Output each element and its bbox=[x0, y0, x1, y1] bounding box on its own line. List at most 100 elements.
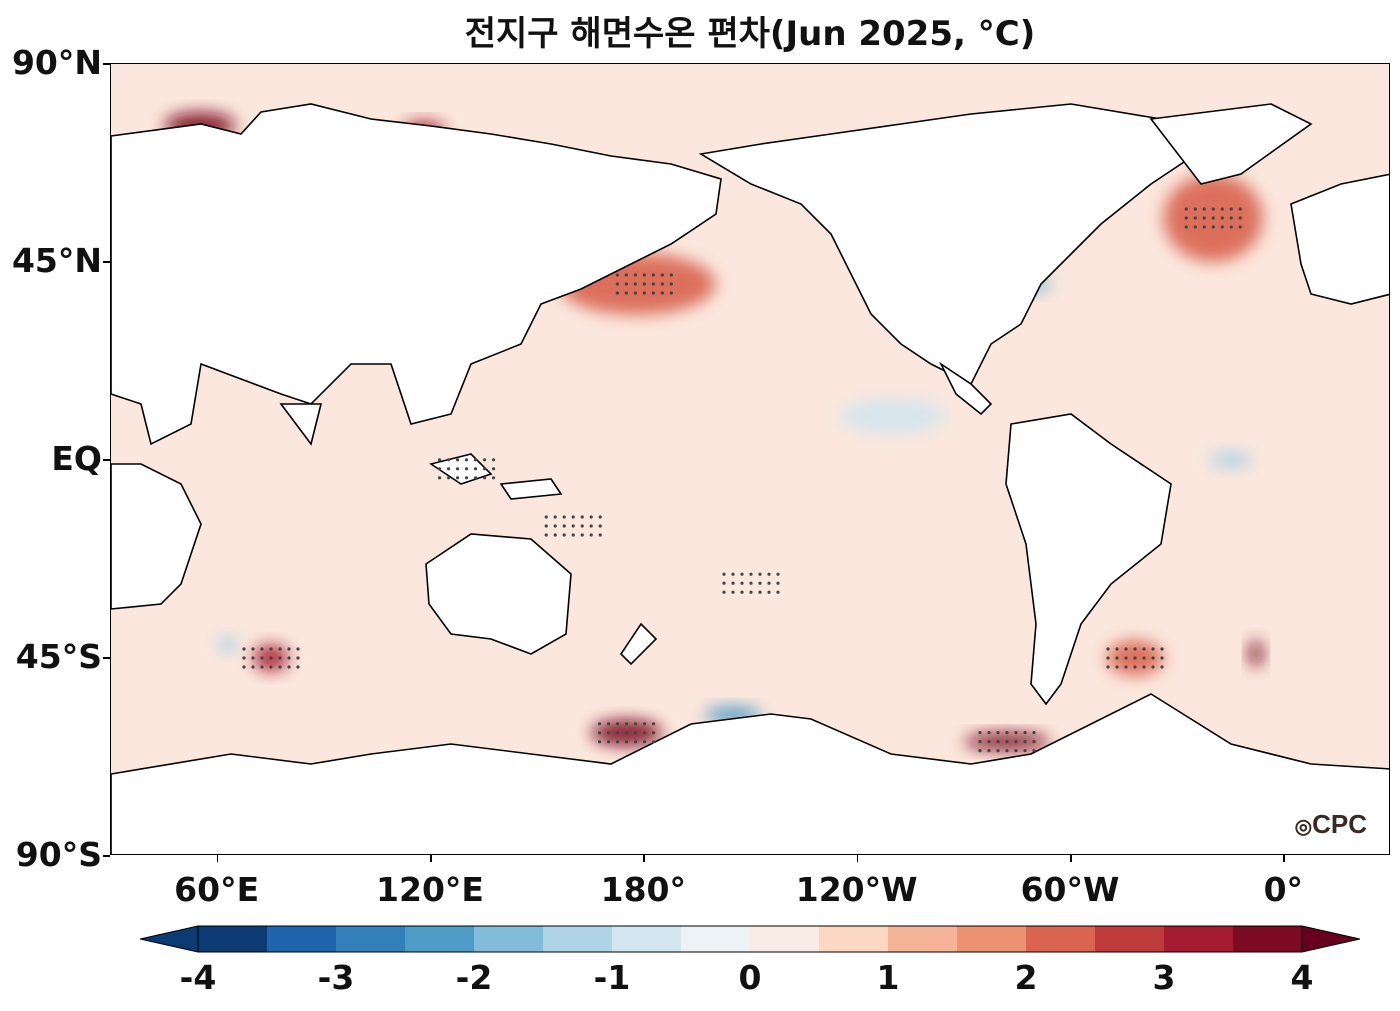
colorbar-segment bbox=[336, 926, 406, 952]
colorbar-tick-label: 0 bbox=[738, 958, 762, 997]
colorbar-segment bbox=[819, 926, 889, 952]
stipple-dot bbox=[615, 282, 619, 286]
stipple-dot bbox=[740, 581, 744, 585]
stipple-dot bbox=[1184, 207, 1188, 211]
stipple-dot bbox=[776, 581, 780, 585]
stipple-dot bbox=[731, 572, 735, 576]
stipple-dot bbox=[491, 467, 496, 471]
anomaly-region bbox=[1248, 640, 1263, 667]
stipple-dot bbox=[553, 524, 557, 528]
stipple-dot bbox=[996, 740, 1000, 744]
stipple-dot bbox=[571, 515, 575, 519]
stipple-dot bbox=[1202, 225, 1206, 229]
sst-anomaly-map: ◎CPC bbox=[110, 63, 1390, 855]
stipple-dot bbox=[1160, 647, 1164, 651]
y-tick-label: 90°S bbox=[15, 835, 102, 874]
stipple-dot bbox=[1106, 656, 1110, 660]
stipple-dot bbox=[278, 647, 282, 651]
stipple-dot bbox=[606, 731, 611, 735]
colorbar-segment bbox=[1095, 926, 1165, 952]
stipple-dot bbox=[296, 665, 300, 669]
stipple-dot bbox=[598, 515, 602, 519]
x-tick-label: 120°E bbox=[376, 870, 484, 909]
stipple-dot bbox=[473, 467, 478, 471]
stipple-dot bbox=[987, 731, 991, 735]
stipple-dot bbox=[296, 647, 300, 651]
stipple-dot bbox=[269, 656, 273, 660]
stipple-dot bbox=[651, 282, 655, 286]
stipple-dot bbox=[651, 740, 656, 744]
stipple-dot bbox=[633, 291, 637, 295]
stipple-dot bbox=[606, 722, 611, 726]
stipple-dot bbox=[1106, 647, 1110, 651]
stipple-dot bbox=[597, 740, 602, 744]
stipple-dot bbox=[269, 665, 273, 669]
stipple-dot bbox=[597, 722, 602, 726]
y-tick bbox=[103, 63, 110, 65]
stipple-dot bbox=[473, 458, 478, 462]
stipple-dot bbox=[615, 731, 620, 735]
stipple-dot bbox=[1202, 216, 1206, 220]
anomaly-region bbox=[839, 398, 947, 434]
y-tick-label: 45°N bbox=[11, 241, 102, 280]
stipple-dot bbox=[1211, 216, 1215, 220]
stipple-dot bbox=[242, 647, 246, 651]
stipple-dot bbox=[642, 731, 647, 735]
stipple-dot bbox=[1142, 647, 1146, 651]
stipple-dot bbox=[1115, 647, 1119, 651]
stipple-dot bbox=[615, 273, 619, 277]
y-tick bbox=[103, 459, 110, 461]
stipple-dot bbox=[633, 722, 638, 726]
stipple-dot bbox=[1032, 749, 1036, 753]
x-tick bbox=[643, 855, 645, 862]
stipple-dot bbox=[571, 533, 575, 537]
x-tick bbox=[1283, 855, 1285, 862]
stipple-dot bbox=[669, 291, 673, 295]
stipple-dot bbox=[624, 291, 628, 295]
stipple-dot bbox=[624, 740, 629, 744]
x-tick bbox=[1070, 855, 1072, 862]
stipple-dot bbox=[1220, 225, 1224, 229]
colorbar-tick-label: -4 bbox=[179, 958, 217, 997]
south-america-land bbox=[1005, 413, 1172, 706]
colorbar-segment bbox=[681, 926, 751, 952]
stipple-dot bbox=[1220, 207, 1224, 211]
stipple-dot bbox=[562, 524, 566, 528]
stipple-dot bbox=[758, 590, 762, 594]
colorbar-tick-label: 1 bbox=[876, 958, 900, 997]
colorbar-tick-label: -3 bbox=[317, 958, 355, 997]
x-tick-label: 60°W bbox=[1020, 870, 1120, 909]
stipple-dot bbox=[296, 656, 300, 660]
stipple-dot bbox=[669, 273, 673, 277]
colorbar-segment bbox=[1233, 926, 1303, 952]
stipple-dot bbox=[1133, 647, 1137, 651]
map-title: 전지구 해면수온 편차(Jun 2025, °C) bbox=[464, 14, 1036, 54]
stipple-dot bbox=[767, 590, 771, 594]
stipple-dot bbox=[1193, 207, 1197, 211]
stipple-dot bbox=[722, 590, 726, 594]
stipple-dot bbox=[776, 590, 780, 594]
stipple-dot bbox=[464, 467, 469, 471]
stipple-dot bbox=[1160, 665, 1164, 669]
stipple-dot bbox=[1014, 731, 1018, 735]
stipple-dot bbox=[278, 656, 282, 660]
colorbar-segment bbox=[198, 926, 268, 952]
stipple-dot bbox=[1133, 665, 1137, 669]
stipple-dot bbox=[482, 458, 487, 462]
stipple-dot bbox=[642, 273, 646, 277]
stipple-dot bbox=[987, 740, 991, 744]
stipple-dot bbox=[455, 467, 460, 471]
stipple-dot bbox=[1151, 656, 1155, 660]
colorbar bbox=[140, 925, 1360, 953]
stipple-dot bbox=[642, 740, 647, 744]
stipple-dot bbox=[722, 581, 726, 585]
stipple-dot bbox=[651, 722, 656, 726]
stipple-dot bbox=[553, 515, 557, 519]
stipple-dot bbox=[544, 515, 548, 519]
stipple-dot bbox=[669, 282, 673, 286]
x-tick bbox=[216, 855, 219, 862]
y-tick-label: 90°N bbox=[11, 43, 102, 82]
stipple-dot bbox=[260, 665, 264, 669]
new-zealand-land bbox=[619, 622, 658, 666]
stipple-dot bbox=[1211, 207, 1215, 211]
